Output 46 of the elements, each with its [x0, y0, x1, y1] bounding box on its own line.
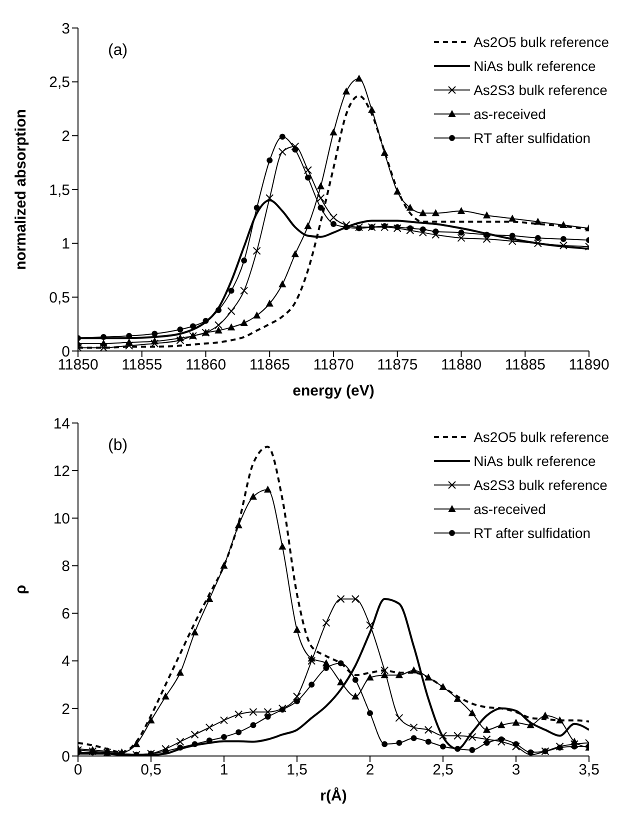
x-tick-label: 2	[366, 762, 374, 779]
x-tick-label: 11875	[377, 356, 418, 374]
y-axis-title: ρ	[12, 584, 30, 594]
annotation: (a)	[108, 42, 128, 60]
annotation: (b)	[108, 437, 128, 455]
legend-label: as-received	[474, 501, 546, 517]
y-tick-label: 0	[62, 748, 70, 766]
x-tick-label: 11890	[568, 356, 610, 374]
y-tick-label: 1,5	[49, 182, 70, 199]
x-tick-label: 1,5	[286, 762, 308, 779]
y-tick-label: 3	[62, 20, 70, 38]
x-tick-label: 11860	[185, 356, 226, 374]
y-tick-label: 2,5	[49, 74, 70, 92]
x-tick-label: 11885	[504, 356, 546, 374]
y-tick-label: 0,5	[49, 289, 70, 306]
x-tick-label: 3	[512, 762, 520, 779]
legend-label: As2S3 bulk reference	[474, 82, 608, 98]
x-axis-title: r(Å)	[320, 786, 347, 805]
legend-label: RT after sulfidation	[474, 130, 591, 146]
legend-label: NiAs bulk reference	[474, 453, 596, 469]
x-tick-label: 1	[220, 762, 228, 779]
x-tick-label: 11865	[249, 356, 290, 374]
y-tick-label: 6	[62, 606, 70, 623]
x-tick-label: 3,5	[578, 762, 600, 779]
y-axis-title: normalized absorption	[12, 109, 30, 270]
x-tick-label: 11870	[313, 356, 354, 374]
x-tick-label: 11855	[122, 356, 162, 374]
legend-label: NiAs bulk reference	[474, 58, 596, 74]
legend-label: RT after sulfidation	[474, 525, 591, 541]
y-tick-label: 14	[53, 415, 70, 432]
y-tick-label: 10	[53, 510, 70, 528]
x-tick-label: 0,5	[140, 762, 162, 779]
y-tick-label: 1	[62, 236, 70, 253]
x-tick-label: 0	[74, 762, 82, 779]
y-tick-label: 2	[62, 128, 70, 145]
legend-label: As2S3 bulk reference	[474, 477, 608, 493]
legend-label: As2O5 bulk reference	[474, 34, 609, 50]
y-tick-label: 8	[62, 558, 70, 576]
y-tick-label: 12	[53, 462, 70, 480]
x-axis-title: energy (eV)	[292, 382, 374, 400]
y-tick-label: 4	[62, 653, 70, 670]
legend-label: As2O5 bulk reference	[474, 429, 609, 445]
x-tick-label: 2,5	[432, 762, 454, 779]
legend-label: as-received	[474, 106, 546, 122]
x-tick-label: 11880	[440, 356, 482, 374]
y-tick-label: 2	[62, 700, 70, 718]
